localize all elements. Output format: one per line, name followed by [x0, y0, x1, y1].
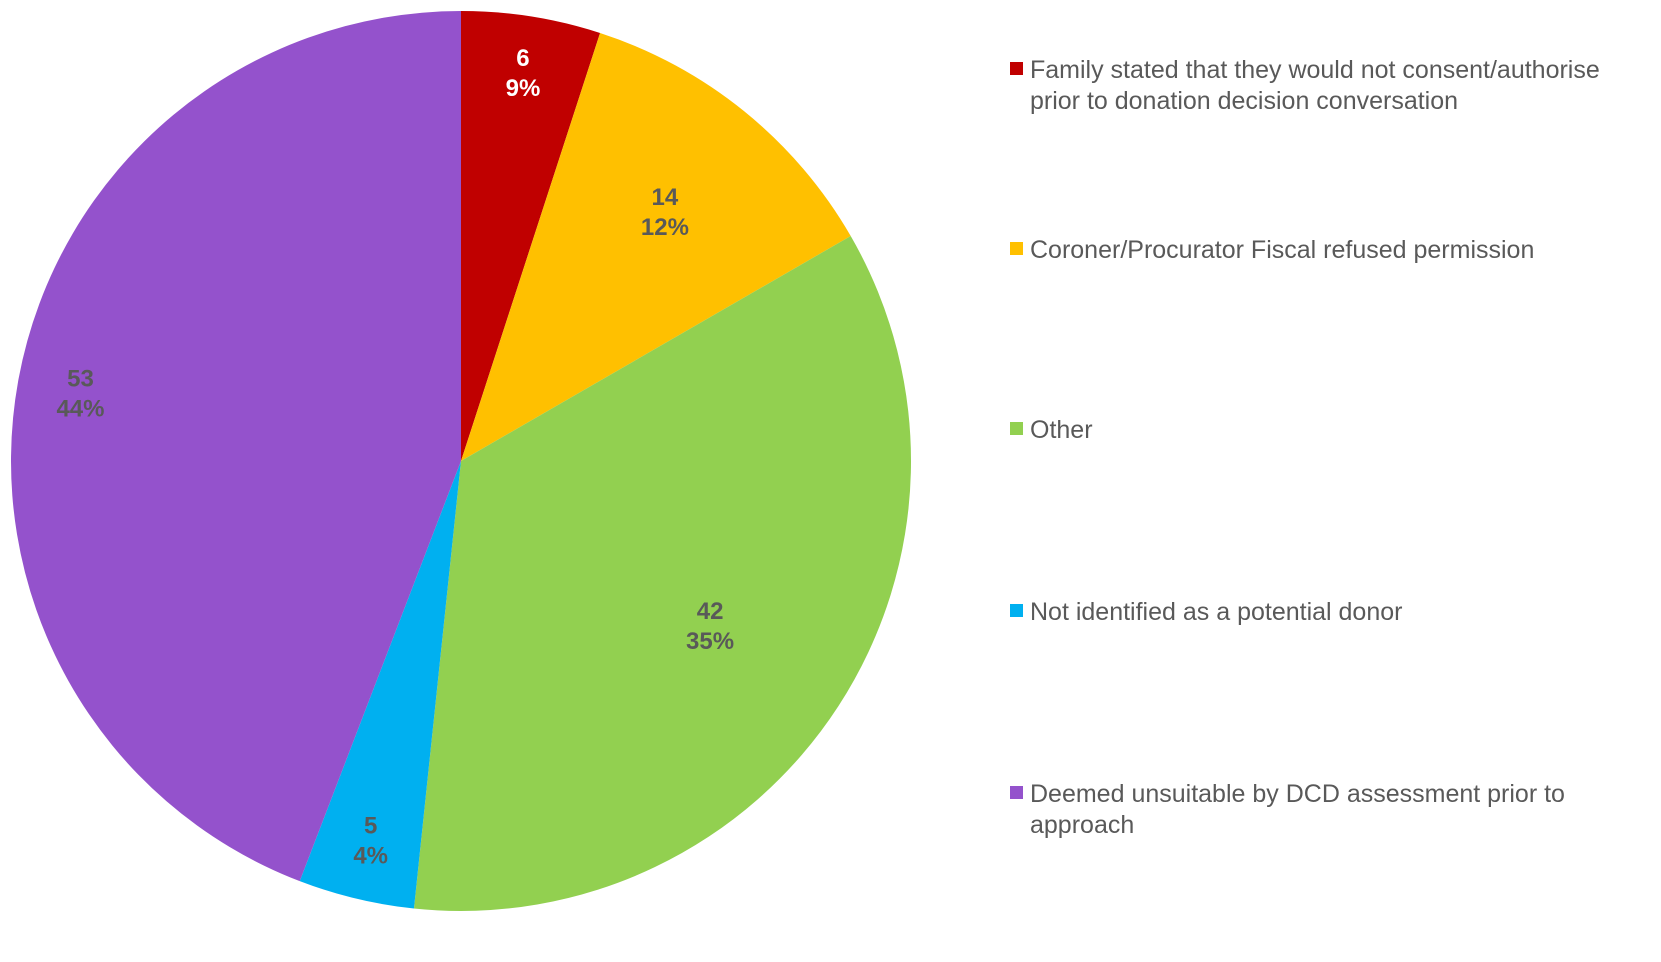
data-label-percent-3: 35% — [686, 628, 734, 655]
legend-label-4: Not identified as a potential donor — [1030, 598, 1403, 626]
legend-label-5: Deemed unsuitable by DCD assessment prio… — [1030, 780, 1565, 839]
legend-item-1: Family stated that they would not consen… — [1010, 55, 1640, 117]
data-label-percent-1: 9% — [506, 75, 541, 102]
legend-swatch-1 — [1010, 62, 1023, 75]
pie-slice-5 — [10, 11, 461, 882]
legend-label-1: Family stated that they would not consen… — [1030, 56, 1600, 115]
legend-label-3: Other — [1030, 416, 1093, 444]
data-label-value-1: 6 — [516, 45, 529, 72]
legend-swatch-4 — [1010, 604, 1023, 617]
data-label-value-3: 42 — [697, 598, 724, 625]
data-label-value-4: 5 — [364, 812, 377, 839]
pie-slice-3 — [413, 236, 911, 912]
legend: Family stated that they would not consen… — [1010, 0, 1650, 962]
legend-item-2: Coroner/Procurator Fiscal refused permis… — [1010, 235, 1640, 266]
data-label-percent-5: 44% — [56, 395, 104, 422]
pie-slice-1 — [461, 11, 601, 461]
pie-data-labels: 6 9% 14 12% 42 35% 5 4% 53 44% — [56, 45, 734, 869]
legend-item-4: Not identified as a potential donor — [1010, 597, 1640, 628]
legend-swatch-3 — [1010, 422, 1023, 435]
data-label-percent-2: 12% — [641, 214, 689, 241]
pie-slice-4 — [299, 461, 461, 909]
data-label-value-2: 14 — [652, 184, 679, 211]
legend-swatch-5 — [1010, 786, 1023, 799]
pie-slices — [10, 11, 911, 912]
legend-item-3: Other — [1010, 415, 1640, 446]
pie-slice-2 — [461, 33, 851, 461]
pie-chart: 6 9% 14 12% 42 35% 5 4% 53 44% — [10, 11, 911, 912]
legend-swatch-2 — [1010, 242, 1023, 255]
data-label-percent-4: 4% — [353, 842, 388, 869]
data-label-value-5: 53 — [67, 365, 94, 392]
legend-item-5: Deemed unsuitable by DCD assessment prio… — [1010, 779, 1640, 841]
legend-label-2: Coroner/Procurator Fiscal refused permis… — [1030, 236, 1535, 264]
